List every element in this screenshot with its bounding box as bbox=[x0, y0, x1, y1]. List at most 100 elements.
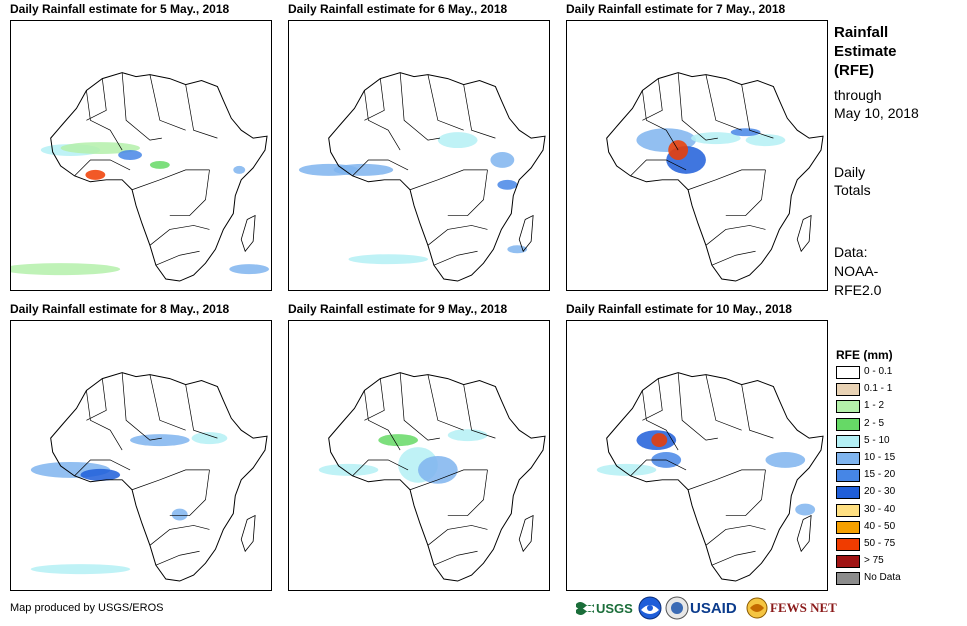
country-border bbox=[149, 374, 186, 431]
country-border bbox=[131, 469, 210, 491]
map-panel-may-9: Daily Rainfall estimate for 9 May., 2018 bbox=[288, 302, 550, 591]
rain-area bbox=[668, 140, 689, 160]
legend-swatch bbox=[836, 417, 860, 431]
country-border bbox=[630, 459, 687, 477]
legend-swatch bbox=[836, 434, 860, 448]
country-border bbox=[642, 90, 679, 151]
rain-area bbox=[437, 132, 478, 149]
rainfall-map bbox=[10, 20, 272, 291]
coastline bbox=[50, 372, 268, 582]
rain-area bbox=[30, 564, 131, 575]
rain-area bbox=[229, 264, 270, 275]
rain-area bbox=[765, 452, 806, 468]
panel-title: Daily Rainfall estimate for 5 May., 2018 bbox=[10, 2, 230, 16]
usaid-text: USAID bbox=[690, 599, 737, 617]
country-border bbox=[711, 550, 756, 566]
country-border bbox=[185, 384, 218, 439]
country-border bbox=[364, 78, 385, 121]
fews-net-logo: FEWS NET bbox=[746, 594, 837, 622]
map-panel-may-10: Daily Rainfall estimate for 10 May., 201… bbox=[566, 302, 828, 591]
country-border bbox=[725, 169, 766, 216]
side-title-2: Estimate bbox=[834, 43, 897, 60]
coastline bbox=[50, 72, 268, 282]
country-border bbox=[642, 78, 663, 121]
country-border bbox=[447, 169, 488, 216]
country-border bbox=[86, 78, 107, 121]
rain-area bbox=[333, 163, 394, 176]
noaa-seal-icon bbox=[638, 596, 662, 620]
legend-swatch bbox=[836, 520, 860, 534]
legend-swatch bbox=[836, 366, 860, 379]
country-border bbox=[155, 250, 200, 266]
country-border bbox=[463, 384, 496, 439]
country-border bbox=[86, 90, 123, 151]
country-border bbox=[725, 469, 766, 516]
side-totals: Totals bbox=[834, 182, 871, 198]
rain-area bbox=[378, 434, 419, 447]
country-border bbox=[364, 378, 385, 421]
rain-area bbox=[149, 160, 170, 169]
country-border bbox=[427, 74, 464, 131]
panel-title: Daily Rainfall estimate for 8 May., 2018 bbox=[10, 302, 230, 316]
country-border bbox=[74, 159, 131, 177]
side-rfe2: RFE2.0 bbox=[834, 282, 882, 298]
country-border bbox=[642, 378, 663, 421]
map-panel-may-6: Daily Rainfall estimate for 6 May., 2018 bbox=[288, 2, 550, 291]
coastline bbox=[606, 72, 824, 282]
rain-area bbox=[348, 254, 428, 265]
country-border bbox=[364, 390, 401, 451]
country-border bbox=[74, 459, 131, 477]
legend-label: 30 - 40 bbox=[864, 503, 896, 515]
rain-area bbox=[418, 455, 458, 484]
country-border bbox=[433, 250, 478, 266]
country-border bbox=[364, 90, 401, 151]
legend-label: 15 - 20 bbox=[864, 469, 896, 481]
country-border bbox=[149, 225, 210, 246]
legend-swatch bbox=[836, 555, 860, 569]
country-border bbox=[741, 84, 774, 139]
country-border bbox=[705, 74, 742, 131]
legend-label: 50 - 75 bbox=[864, 538, 896, 549]
rain-area bbox=[80, 468, 121, 481]
legend-swatch bbox=[836, 572, 860, 586]
legend-label: 5 - 10 bbox=[864, 434, 890, 446]
madagascar-outline bbox=[240, 514, 256, 553]
country-border bbox=[185, 84, 218, 139]
rain-area bbox=[745, 134, 786, 147]
rain-area bbox=[60, 142, 141, 155]
coastline bbox=[328, 72, 546, 282]
country-border bbox=[705, 525, 766, 546]
rain-area bbox=[795, 503, 816, 516]
country-border bbox=[427, 374, 464, 431]
country-border bbox=[711, 250, 756, 266]
country-border bbox=[121, 72, 162, 141]
legend-label: 1 - 2 bbox=[864, 400, 885, 412]
rain-area bbox=[507, 245, 528, 254]
country-border bbox=[642, 390, 679, 451]
rain-area bbox=[233, 165, 246, 174]
legend-swatch bbox=[836, 452, 860, 465]
country-border bbox=[705, 374, 742, 431]
side-noaa: NOAA- bbox=[834, 263, 879, 279]
legend-label: 2 - 5 bbox=[864, 417, 885, 429]
fews-text: FEWS NET bbox=[770, 600, 837, 615]
country-border bbox=[131, 169, 210, 191]
country-border bbox=[409, 469, 488, 491]
legend-swatch bbox=[836, 486, 860, 500]
country-border bbox=[741, 384, 774, 439]
rain-area bbox=[651, 433, 668, 448]
country-border bbox=[447, 469, 488, 516]
rainfall-map bbox=[566, 20, 828, 291]
rain-area bbox=[11, 263, 121, 276]
legend-swatch bbox=[836, 469, 860, 483]
country-border bbox=[399, 72, 440, 141]
rainfall-map bbox=[10, 320, 272, 591]
country-border bbox=[677, 372, 718, 441]
madagascar-outline bbox=[240, 214, 256, 253]
legend-label: 20 - 30 bbox=[864, 486, 896, 498]
usgs-logo: USGS bbox=[576, 594, 636, 622]
rain-area bbox=[318, 463, 379, 476]
legend-label: > 75 bbox=[864, 555, 884, 567]
rain-area bbox=[497, 179, 518, 190]
seal-icon bbox=[665, 596, 689, 620]
